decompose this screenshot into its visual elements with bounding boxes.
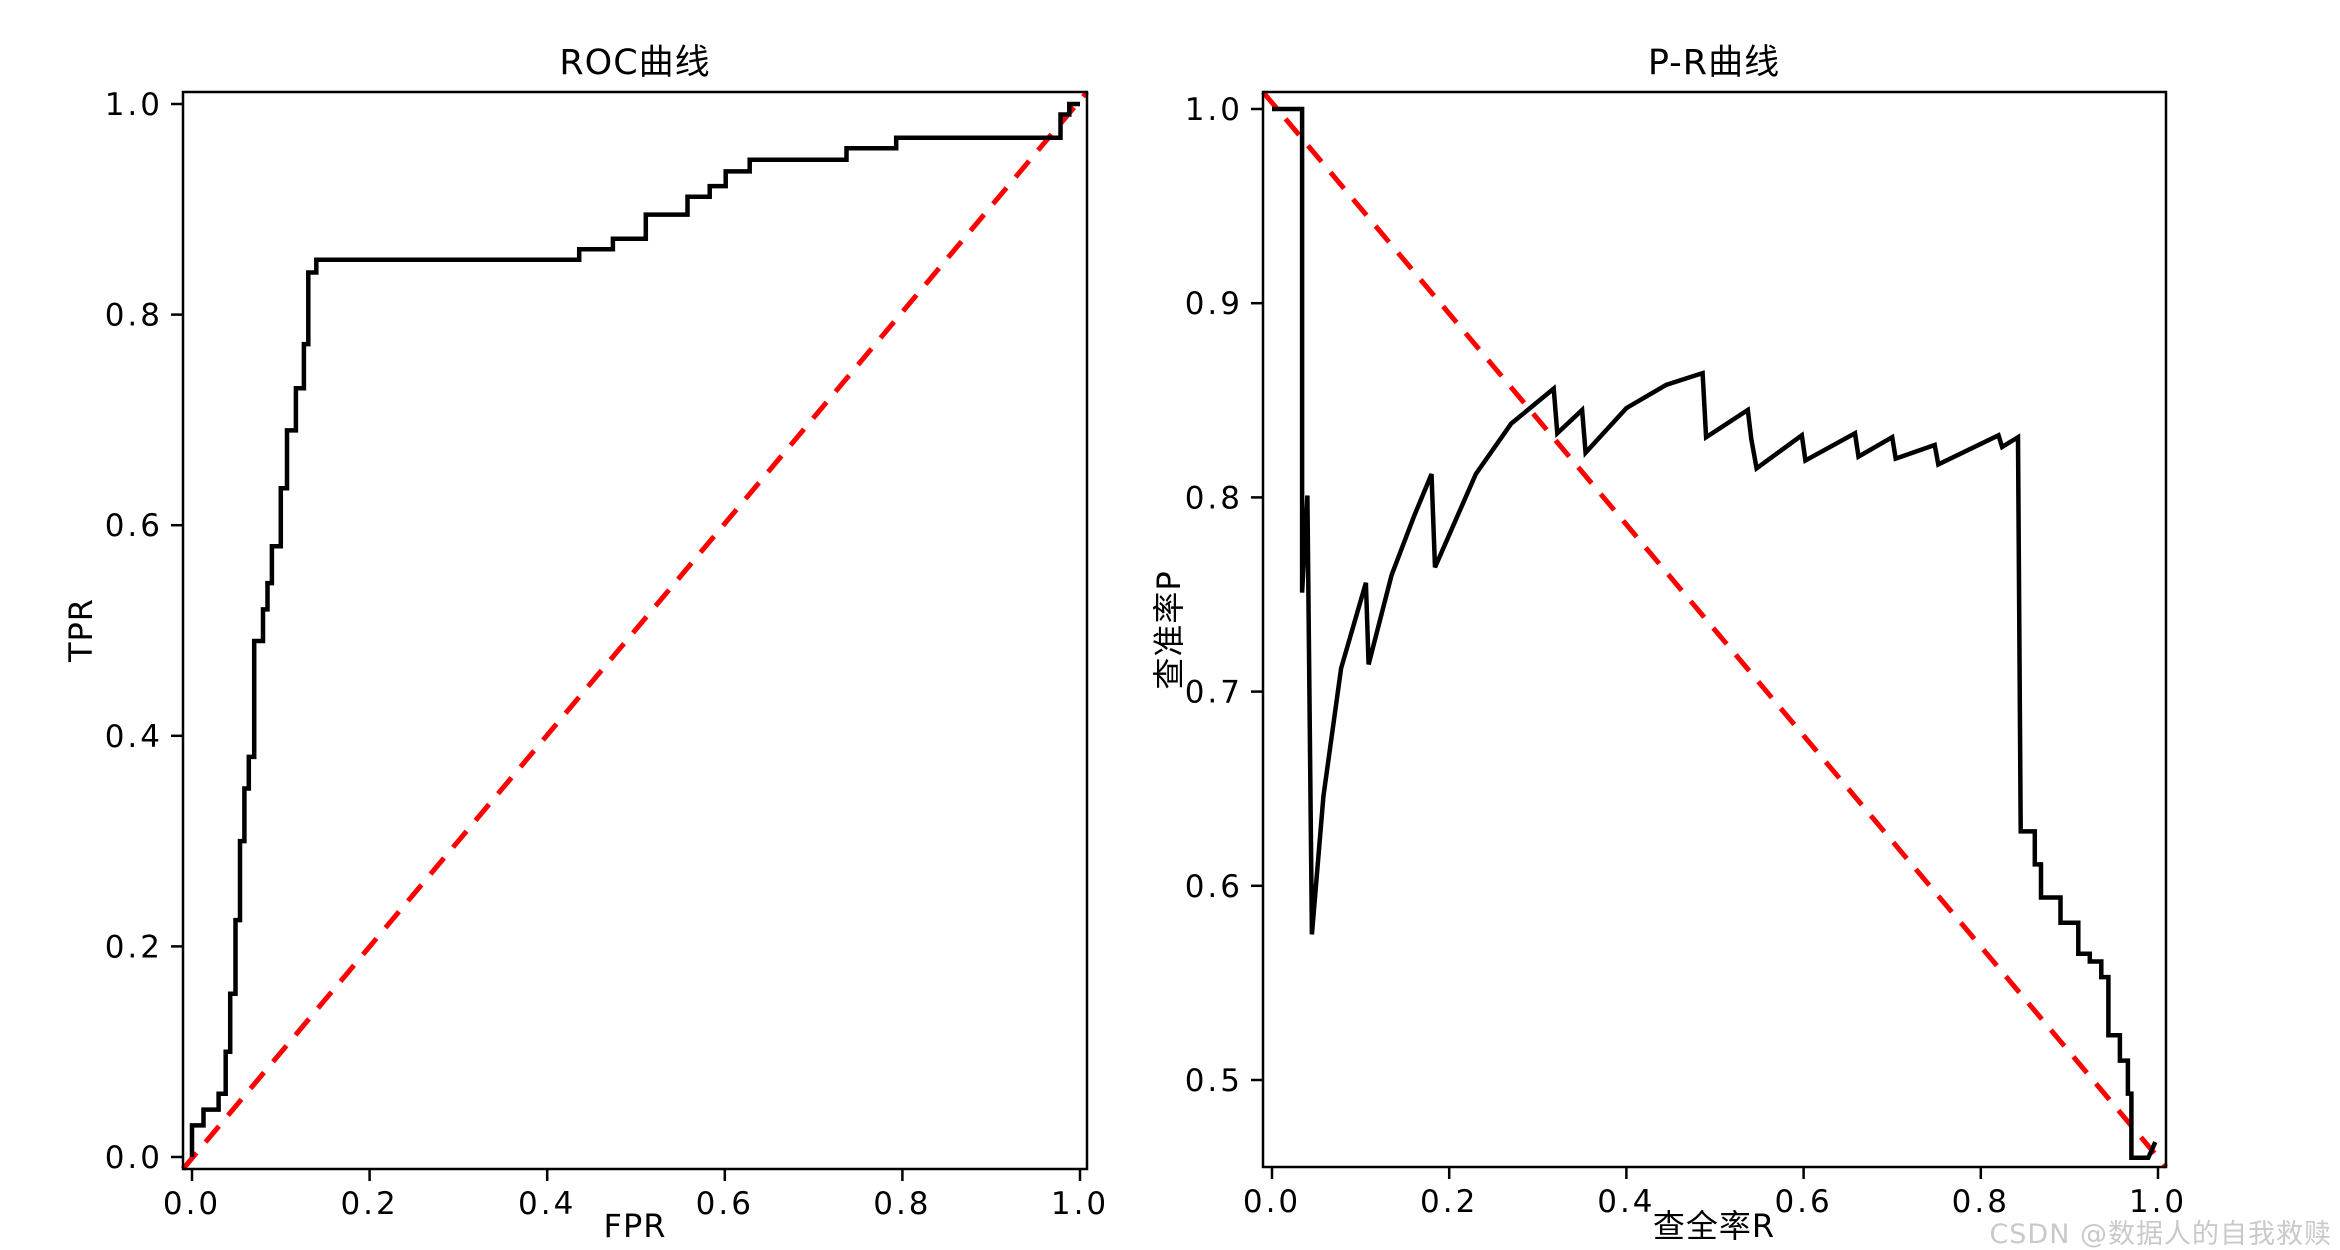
- roc-x-axis-label: FPR: [604, 1207, 667, 1245]
- y-tick-label: 0.6: [105, 508, 163, 544]
- pr-plot-title: P-R曲线: [1648, 43, 1780, 83]
- watermark: CSDN @数据人的自我救赎: [1989, 1219, 2332, 1250]
- pr-x-axis-label: 查全率R: [1653, 1207, 1775, 1245]
- x-tick-label: 0.4: [1597, 1184, 1655, 1220]
- diagonal-reference-line: [1261, 90, 2168, 1169]
- x-tick-label: 0.2: [340, 1186, 398, 1222]
- pr-y-axis-label: 查准率P: [1150, 570, 1188, 689]
- roc-y-axis-label: TPR: [62, 598, 100, 663]
- x-tick-label: 1.0: [2129, 1184, 2187, 1220]
- y-tick-label: 0.7: [1185, 675, 1243, 711]
- x-tick-label: 0.0: [163, 1186, 221, 1222]
- x-tick-label: 0.6: [1774, 1184, 1832, 1220]
- axes-spines: [181, 90, 1089, 1171]
- y-tick-label: 0.2: [105, 929, 163, 965]
- pr-curve-line: [1272, 106, 2158, 1160]
- x-tick-label: 0.2: [1420, 1184, 1478, 1220]
- y-tick-label: 0.8: [105, 298, 163, 334]
- x-tick-label: 0.6: [696, 1186, 754, 1222]
- y-tick-label: 0.0: [105, 1140, 163, 1176]
- roc-curve-line: [189, 101, 1080, 1157]
- axes-spines: [1261, 90, 2168, 1169]
- roc-plot-title: ROC曲线: [559, 43, 710, 83]
- pr-plot: 0.0 0.2 0.4 0.6 0.8 1.0 1.0 0.9 0.8 0.7 0.6 0.5 P-R…: [1150, 43, 2187, 1245]
- y-tick-label: 1.0: [105, 87, 163, 123]
- x-tick-label: 0.4: [518, 1186, 576, 1222]
- y-tick-label: 0.9: [1185, 286, 1243, 322]
- x-tick-label: 0.0: [1243, 1184, 1301, 1220]
- roc-plot: 0.0 0.2 0.4 0.6 0.8 1.0 0.0 0.2 0.4 0.6 0.8 1.0 ROC…: [62, 43, 1109, 1245]
- y-tick-label: 1.0: [1185, 92, 1243, 128]
- y-tick-label: 0.4: [105, 719, 163, 755]
- y-tick-label: 0.8: [1185, 480, 1243, 516]
- y-tick-label: 0.6: [1185, 869, 1243, 905]
- x-tick-label: 0.8: [873, 1186, 931, 1222]
- x-tick-label: 1.0: [1051, 1186, 1109, 1222]
- x-tick-label: 0.8: [1952, 1184, 2010, 1220]
- y-tick-label: 0.5: [1185, 1063, 1243, 1099]
- diagonal-reference-line: [181, 90, 1089, 1171]
